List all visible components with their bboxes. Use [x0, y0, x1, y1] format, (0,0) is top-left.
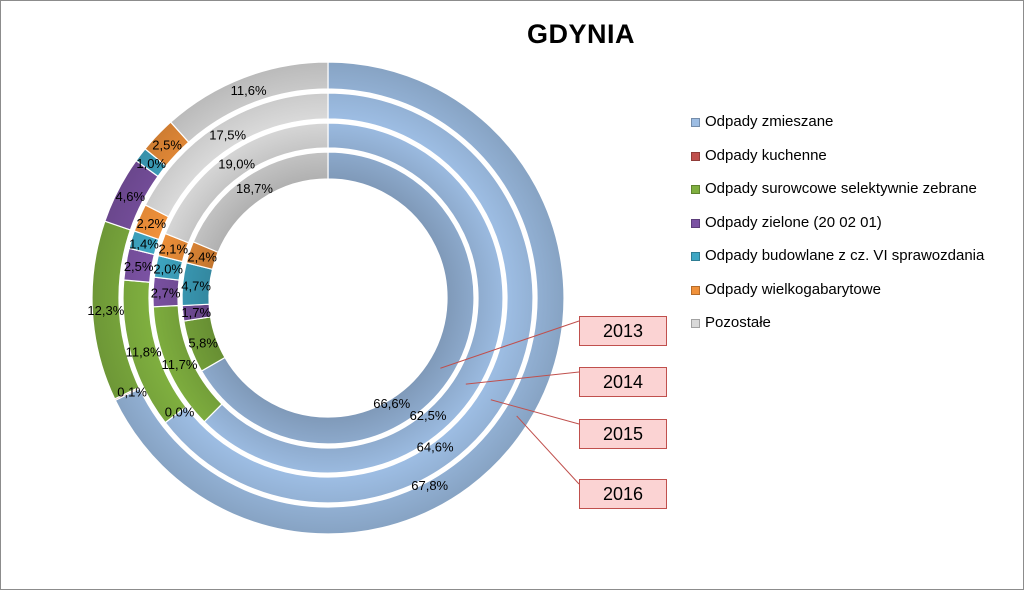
legend-item-pozosta-e: Pozostałe — [691, 314, 984, 348]
slice-2013-pozosta-e — [192, 151, 329, 254]
data-label-2015-odpady-kuchenne: 0,0% — [165, 405, 195, 420]
slice-2013-odpady-zmieszane — [200, 151, 475, 445]
data-label-2014-odpady-budowlane-z-cz-vi-sprawozdania: 2,0% — [153, 262, 183, 277]
data-label-2013-odpady-surowcowe-selektywnie-zebrane: 5,8% — [188, 335, 218, 350]
legend-item-odpady-zielone-20-02-01: Odpady zielone (20 02 01) — [691, 214, 984, 248]
legend-label: Odpady budowlane z cz. VI sprawozdania — [705, 247, 985, 264]
data-label-2016-odpady-budowlane-z-cz-vi-sprawozdania: 1,0% — [136, 156, 166, 171]
data-label-2014-pozosta-e: 19,0% — [218, 157, 255, 172]
legend-item-odpady-surowcowe-selektywnie-zebrane: Odpady surowcowe selektywnie zebrane — [691, 180, 984, 214]
data-label-2014-odpady-wielkogabarytowe: 2,1% — [158, 241, 188, 256]
data-label-2015-pozosta-e: 17,5% — [209, 127, 246, 142]
legend-item-odpady-zmieszane: Odpady zmieszane — [691, 113, 984, 147]
legend-item-odpady-budowlane-z-cz-vi-sprawozdania: Odpady budowlane z cz. VI sprawozdania — [691, 247, 984, 281]
legend-item-odpady-wielkogabarytowe: Odpady wielkogabarytowe — [691, 281, 984, 315]
callout-2013: 2013 — [579, 316, 667, 346]
chart-title: GDYNIA — [526, 19, 635, 49]
legend-swatch — [691, 319, 700, 328]
slice-2015-odpady-zmieszane — [164, 92, 534, 504]
data-label-2016-odpady-wielkogabarytowe: 2,5% — [152, 137, 182, 152]
callout-leader-2013 — [440, 320, 580, 369]
data-label-2013-pozosta-e: 18,7% — [236, 181, 273, 196]
callout-2015: 2015 — [579, 419, 667, 449]
callout-leader-2014 — [465, 371, 580, 385]
data-label-2014-odpady-surowcowe-selektywnie-zebrane: 11,7% — [162, 357, 198, 372]
callout-leader-2016 — [516, 415, 580, 485]
legend-swatch — [691, 252, 700, 261]
data-label-2014-odpady-zmieszane: 62,5% — [410, 408, 447, 423]
legend-swatch — [691, 285, 700, 295]
legend-swatch — [691, 185, 700, 194]
callout-leader-2015 — [490, 399, 580, 425]
slice-2014-pozosta-e — [164, 122, 329, 244]
slice-2015-pozosta-e — [144, 92, 329, 218]
legend-label: Odpady surowcowe selektywnie zebrane — [705, 180, 977, 197]
data-label-2016-odpady-kuchenne: 0,1% — [117, 384, 147, 399]
legend-swatch — [691, 118, 700, 127]
legend-swatch — [691, 151, 700, 161]
legend: Odpady zmieszane Odpady kuchenne Odpady su… — [691, 113, 984, 348]
data-label-2016-odpady-zielone-20-02-01: 4,6% — [115, 189, 145, 204]
data-label-2015-odpady-wielkogabarytowe: 2,2% — [136, 216, 166, 231]
legend-label: Pozostałe — [705, 314, 771, 331]
data-label-2015-odpady-surowcowe-selektywnie-zebrane: 11,8% — [126, 345, 162, 360]
data-label-2013-odpady-zmieszane: 66,6% — [373, 396, 410, 411]
data-label-2013-odpady-wielkogabarytowe: 2,4% — [187, 249, 217, 264]
legend-swatch — [691, 218, 700, 228]
slice-2016-odpady-zmieszane — [114, 61, 565, 535]
slice-2016-pozosta-e — [169, 61, 329, 144]
legend-item-odpady-kuchenne: Odpady kuchenne — [691, 147, 984, 181]
callout-2016: 2016 — [579, 479, 667, 509]
data-label-2016-odpady-zmieszane: 67,8% — [411, 478, 448, 493]
legend-label: Odpady wielkogabarytowe — [705, 280, 881, 298]
slice-2014-odpady-zmieszane — [203, 122, 504, 474]
callout-2014: 2014 — [579, 367, 667, 397]
legend-label: Odpady zmieszane — [705, 113, 834, 130]
data-label-2016-pozosta-e: 11,6% — [231, 83, 267, 98]
data-label-2015-odpady-budowlane-z-cz-vi-sprawozdania: 1,4% — [129, 236, 159, 251]
legend-label: Odpady kuchenne — [705, 146, 827, 164]
data-label-2013-odpady-zielone-20-02-01: 1,7% — [181, 305, 211, 320]
data-label-2015-odpady-zielone-20-02-01: 2,5% — [124, 259, 154, 274]
data-label-2013-odpady-budowlane-z-cz-vi-sprawozdania: 4,7% — [181, 278, 211, 293]
data-label-2014-odpady-zielone-20-02-01: 2,7% — [151, 285, 181, 300]
legend-label: Odpady zielone (20 02 01) — [705, 213, 882, 231]
data-label-2016-odpady-surowcowe-selektywnie-zebrane: 12,3% — [87, 303, 124, 318]
data-label-2015-odpady-zmieszane: 64,6% — [417, 439, 454, 454]
